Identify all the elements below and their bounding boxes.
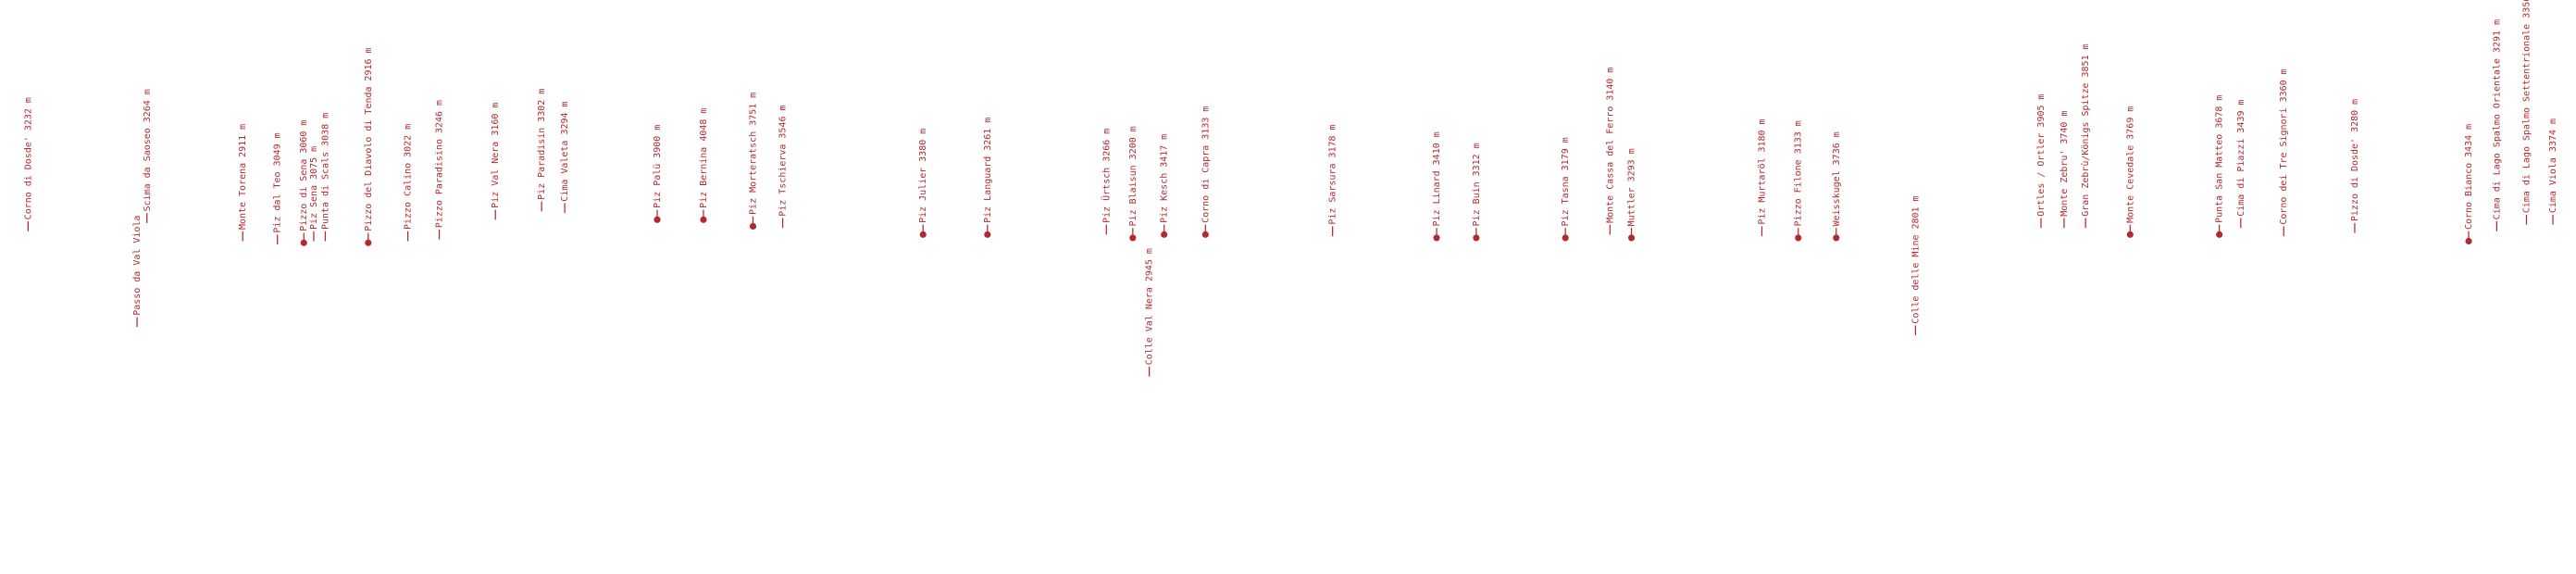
peak-label: Corno di Dosde' 3232 m bbox=[23, 97, 33, 219]
peak-label: Piz Murtaröl 3180 m bbox=[1758, 119, 1768, 224]
peak-label: Muttler 3293 m bbox=[1627, 148, 1637, 226]
peak-label: Pizzo Calino 3022 m bbox=[404, 124, 414, 230]
peak-dot bbox=[1562, 234, 1569, 242]
peak-label: Colle delle Mine 2801 m bbox=[1910, 195, 1921, 323]
peak-label: Pizzo di Dosde' 3280 m bbox=[2350, 99, 2360, 221]
peak-dot bbox=[984, 231, 991, 238]
peak-dot bbox=[365, 239, 372, 246]
peak-label: Piz Val Nera 3160 m bbox=[491, 103, 501, 208]
peak-label: Piz Kesch 3417 m bbox=[1160, 134, 1170, 223]
peak-dot bbox=[1433, 234, 1440, 242]
peak-label: Ortles / Ortler 3905 m bbox=[2036, 94, 2047, 216]
peak-label: Piz Blaisun 3200 m bbox=[1128, 126, 1139, 226]
peak-label: Piz Buin 3312 m bbox=[1472, 143, 1482, 226]
peak-label: Piz Tschierva 3546 m bbox=[778, 106, 789, 217]
peak-label: Pizzo del Diavolo di Tenda 2916 m bbox=[364, 47, 374, 231]
peak-dot bbox=[749, 222, 757, 231]
peak-label: Gran Zebrù/Königs Spitze 3851 m bbox=[2080, 44, 2091, 216]
peak-label: Monte Torena 2911 m bbox=[238, 124, 248, 230]
peak-label: Pizzo di Sena 3060 m bbox=[299, 120, 309, 231]
peak-label: Passo da Val Viola bbox=[132, 216, 143, 316]
peak-dot bbox=[2465, 237, 2472, 245]
peak-label: Piz Sena 3075 m bbox=[309, 146, 319, 230]
peak-label: Piz Morteratsch 3751 m bbox=[748, 93, 758, 215]
peak-dot bbox=[300, 239, 307, 246]
peak-label: Piz Ürtsch 3266 m bbox=[1100, 129, 1112, 223]
peak-label: Corno dei Tre Signori 3360 m bbox=[2279, 69, 2289, 224]
peak-label: Pizzo Paradisino 3246 m bbox=[435, 100, 445, 228]
peak-label: Cima Valeta 3294 m bbox=[560, 101, 570, 201]
peak-dot bbox=[2216, 231, 2223, 238]
peak-label: Piz dal Teo 3049 m bbox=[273, 132, 283, 232]
peak-label: Cima di Piazzi 3439 m bbox=[2236, 100, 2246, 217]
peak-dot bbox=[1627, 234, 1636, 242]
peak-label: Weisskugel 3736 m bbox=[1832, 131, 1842, 226]
peak-label: Punta San Matteo 3678 m bbox=[2215, 95, 2225, 223]
peak-dot bbox=[919, 231, 927, 238]
peak-dot bbox=[653, 216, 661, 223]
peak-label: Piz Sarsura 3178 m bbox=[1328, 124, 1338, 224]
peak-label: Corno Bianco 3434 m bbox=[2464, 124, 2474, 230]
peak-dot bbox=[2126, 231, 2134, 238]
peak-label: Monte Cevedale 3769 m bbox=[2125, 106, 2135, 223]
peak-label: Piz Paradisin 3302 m bbox=[537, 89, 547, 200]
peak-label: Corno di Capra 3133 m bbox=[1201, 106, 1211, 223]
peak-dot bbox=[1129, 234, 1137, 242]
peak-label: Piz Linard 3410 m bbox=[1432, 131, 1442, 226]
peak-label: Piz Palü 3900 m bbox=[653, 125, 663, 208]
peak-label: Piz Bernina 4048 m bbox=[699, 108, 709, 208]
peak-label: Cima di Lago Spalmo Orientale 3291 m bbox=[2492, 19, 2502, 219]
peak-dot bbox=[1833, 234, 1840, 242]
peak-dot bbox=[1473, 234, 1480, 242]
peak-label: Cima di Lago Spalmo Settentrionale 3356 … bbox=[2521, 0, 2532, 213]
peak-label: Punta di Scals 3038 m bbox=[320, 113, 330, 230]
peak-label: Piz Languard 3261 m bbox=[983, 118, 993, 223]
peak-label: Piz Julier 3380 m bbox=[918, 129, 928, 223]
peak-label: Monte Zebru' 3740 m bbox=[2060, 111, 2070, 217]
peak-label: Pizzo Filone 3133 m bbox=[1794, 120, 1804, 226]
peak-label: Scima da Saoseo 3264 m bbox=[143, 89, 153, 211]
peak-dot bbox=[1201, 231, 1209, 238]
peak-label: Colle Val Nera 2945 m bbox=[1145, 248, 1155, 365]
peak-dot bbox=[1795, 234, 1802, 242]
peak-label: Piz Tasna 3179 m bbox=[1561, 137, 1571, 226]
peak-dot bbox=[1161, 231, 1168, 238]
peak-dot bbox=[700, 216, 707, 223]
peak-label: Monte Cassa del Ferro 3140 m bbox=[1605, 68, 1615, 223]
peak-label: Cima Viola 3374 m bbox=[2548, 119, 2558, 213]
